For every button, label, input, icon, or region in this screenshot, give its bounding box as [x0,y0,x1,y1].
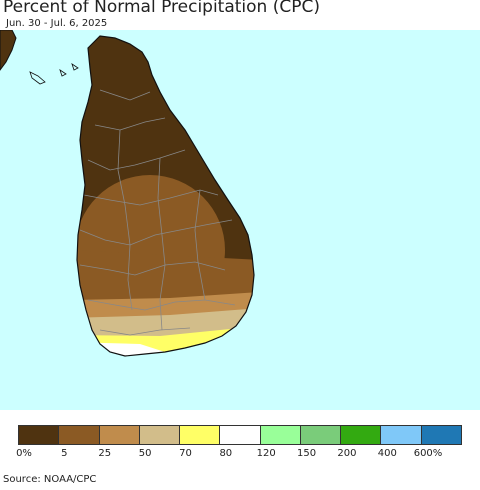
legend-tick-5: 80 [219,448,233,459]
legend-swatch-0 [19,426,60,444]
legend-swatch-5 [220,426,261,444]
map-title: Percent of Normal Precipitation (CPC) [3,0,320,17]
legend-swatch-4 [180,426,221,444]
legend-swatch-8 [341,426,382,444]
legend-swatch-3 [139,426,181,444]
legend-tick-0: 0% [16,448,32,459]
northern-islands [29,63,79,85]
legend-tick-labels: 0% 5 25 50 70 80 120 150 200 400 600% [0,448,480,462]
legend-tick-2: 25 [98,448,112,459]
legend-colorbar [18,425,462,445]
legend-tick-7: 150 [296,448,317,459]
legend-tick-9: 400 [377,448,397,459]
legend-swatch-10 [421,426,461,444]
date-range: Jun. 30 - Jul. 6, 2025 [6,18,108,29]
source-credit: Source: NOAA/CPC [3,474,97,485]
coastline [76,35,255,357]
legend-swatch-6 [260,426,301,444]
legend-tick-1: 5 [61,448,68,459]
india-coast [0,30,17,71]
legend-swatch-1 [59,426,100,444]
district-boundaries [79,89,236,336]
legend-swatch-2 [99,426,140,444]
legend-tick-3: 50 [138,448,152,459]
legend-tick-10: 600% [413,448,443,459]
legend-tick-6: 120 [256,448,276,459]
legend-tick-8: 200 [337,448,357,459]
legend-swatch-7 [300,426,342,444]
legend-tick-4: 70 [179,448,192,459]
precipitation-map [0,30,480,410]
legend-swatch-9 [381,426,422,444]
